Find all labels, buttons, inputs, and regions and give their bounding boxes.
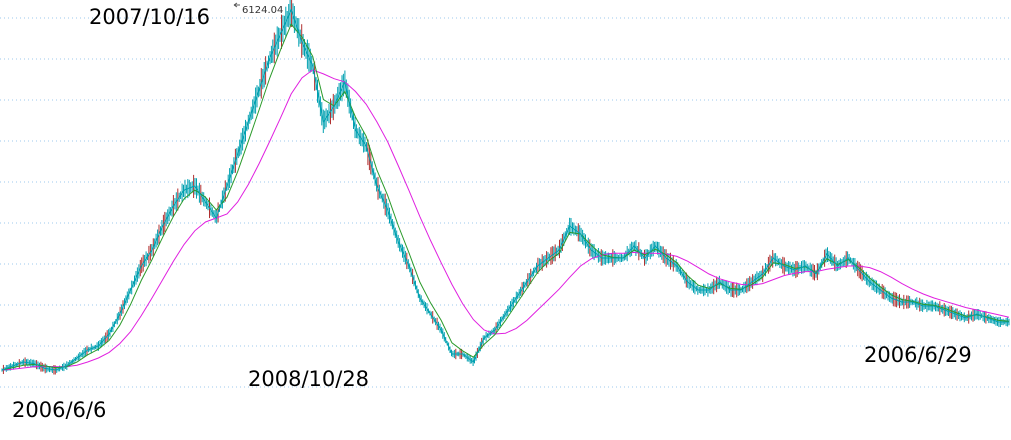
series-line-long-ma bbox=[1, 69, 1010, 371]
peak-marker-arrow bbox=[233, 2, 240, 8]
peak-value-marker: 6124.04 bbox=[233, 2, 283, 16]
start-date-label: 2006/6/6 bbox=[12, 398, 106, 422]
candlestick-series bbox=[1, 0, 1010, 375]
peak-value-label: 6124.04 bbox=[242, 5, 283, 16]
peak-date-label: 2007/10/16 bbox=[89, 5, 210, 29]
series-line-price bbox=[1, 8, 1009, 371]
trough-date-label: 2008/10/28 bbox=[248, 367, 369, 391]
moving-average-lines bbox=[1, 8, 1010, 371]
gridlines bbox=[0, 17, 1011, 388]
end-date-label: 2006/6/29 bbox=[864, 343, 972, 367]
series-line-short-ma bbox=[1, 23, 1010, 371]
